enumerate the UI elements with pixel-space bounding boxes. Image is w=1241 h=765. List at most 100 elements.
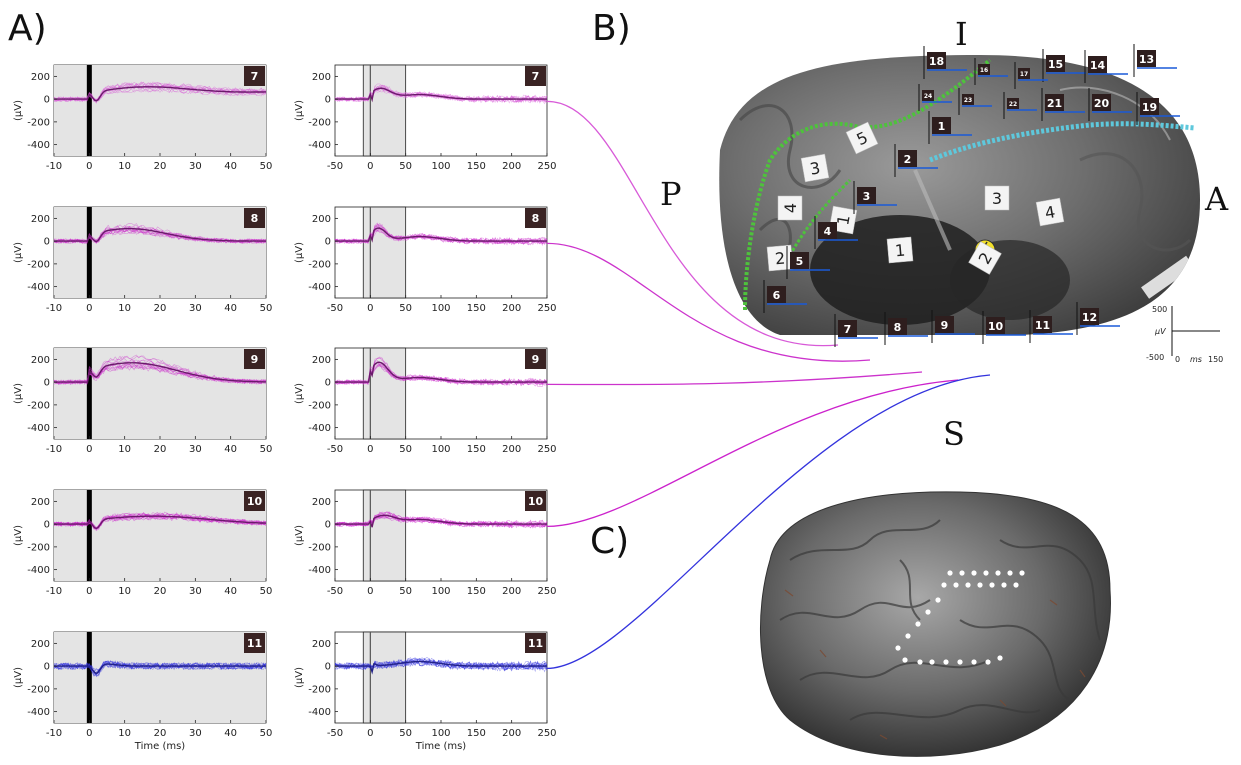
- x-tick-label: 250: [537, 728, 556, 739]
- single-trial-trace: [53, 229, 267, 244]
- y-tick-label: -200: [27, 542, 50, 553]
- single-trial-trace: [334, 85, 548, 104]
- scale-bar-x-start: 0: [1175, 355, 1180, 364]
- x-tick-label: -10: [46, 303, 62, 314]
- orientation-superior: S: [943, 415, 965, 453]
- x-tick-label: 150: [467, 303, 486, 314]
- single-trial-trace: [53, 84, 267, 104]
- electrode-badge-label: 9: [251, 353, 259, 366]
- single-trial-trace: [53, 662, 267, 670]
- analysis-window: [362, 206, 407, 299]
- connector-e9: [546, 371, 923, 386]
- single-trial-trace: [53, 360, 267, 385]
- single-trial-trace: [53, 660, 267, 672]
- x-tick-label: 150: [467, 728, 486, 739]
- electrode-badge: [838, 320, 857, 337]
- electrode-dot: [953, 582, 959, 588]
- y-tick-label: -400: [27, 282, 50, 293]
- x-tick-label: 100: [431, 303, 450, 314]
- x-tick-label: -50: [327, 161, 343, 172]
- electrode-badge: [818, 222, 837, 239]
- scale-bar-unit-y: µV: [1154, 327, 1166, 336]
- x-tick-label: 0: [86, 161, 92, 172]
- electrode-dot: [947, 570, 953, 576]
- y-tick-label: 0: [325, 378, 331, 389]
- y-axis-label: (µV): [13, 383, 24, 404]
- x-tick-label: 100: [431, 586, 450, 597]
- x-tick-label: 250: [537, 444, 556, 455]
- single-trial-trace: [334, 659, 548, 673]
- x-tick-label: 10: [118, 444, 131, 455]
- y-tick-label: -200: [308, 542, 331, 553]
- electrode-badge-label: 12: [1082, 311, 1097, 324]
- electrode-dot: [1019, 570, 1025, 576]
- electrode-badge-label: 6: [773, 289, 781, 302]
- x-tick-label: 200: [502, 444, 521, 455]
- electrode-dot: [929, 659, 935, 665]
- analysis-window: [54, 490, 266, 581]
- electrode-badge-label: 22: [1009, 101, 1017, 108]
- x-tick-label: 0: [367, 728, 373, 739]
- brain-3d-render: [760, 491, 1111, 757]
- electrode-badge: [1046, 55, 1065, 72]
- y-tick-label: -400: [308, 140, 331, 151]
- electrode-badge: [525, 66, 546, 86]
- single-trial-trace: [53, 660, 267, 677]
- electrode-dot: [895, 645, 901, 651]
- y-axis-label: (µV): [13, 667, 24, 688]
- single-trial-trace: [53, 660, 267, 677]
- electrode-dot: [989, 582, 995, 588]
- x-tick-label: 50: [260, 303, 273, 314]
- panel-label-c: C): [590, 521, 629, 562]
- y-axis-label: (µV): [13, 100, 24, 121]
- electrode-badge: [898, 150, 917, 167]
- scale-bar-unit-x: ms: [1190, 355, 1202, 364]
- x-axis-label: Time (ms): [134, 741, 186, 752]
- electrode-dot: [905, 633, 911, 639]
- x-axis-label: Time (ms): [415, 741, 467, 752]
- x-tick-label: 40: [224, 161, 237, 172]
- erp-plot-e11-short: 11 200 0 -200 -400 (µV) -10 0 10 20 30 40 50 Time (ms…: [13, 631, 272, 752]
- electrode-dot: [977, 582, 983, 588]
- mean-trace: [54, 227, 266, 243]
- y-tick-label: -200: [308, 117, 331, 128]
- y-tick-label: 200: [312, 72, 331, 83]
- x-tick-label: 30: [189, 161, 202, 172]
- electrode-badge: [986, 317, 1005, 334]
- x-tick-label: 50: [260, 161, 273, 172]
- x-tick-label: 200: [502, 161, 521, 172]
- photo-label-text: 4: [781, 203, 800, 213]
- electrode-badge: [922, 90, 934, 101]
- x-tick-label: 30: [189, 728, 202, 739]
- electrode-badge: [525, 349, 546, 369]
- y-tick-label: -200: [27, 259, 50, 270]
- single-trial-trace: [53, 226, 267, 244]
- electrode-dot: [995, 570, 1001, 576]
- x-tick-label: -50: [327, 586, 343, 597]
- y-tick-label: 0: [325, 95, 331, 106]
- electrode-dot: [957, 659, 963, 665]
- x-tick-label: 30: [189, 586, 202, 597]
- electrode-badge-label: 16: [980, 67, 988, 74]
- x-tick-label: 50: [260, 586, 273, 597]
- electrode-badge: [1045, 94, 1064, 111]
- electrode-dot: [971, 570, 977, 576]
- photo-label-text: 3: [808, 158, 821, 178]
- y-tick-label: 200: [312, 639, 331, 650]
- electrode-badge-label: 10: [528, 495, 544, 508]
- erp-plot-e11-long: 11 200 0 -200 -400 (µV) -50 0 50 100 150 200 250 Time…: [294, 631, 557, 752]
- y-axis-label: (µV): [294, 242, 305, 263]
- electrode-badge-label: 1: [938, 120, 946, 133]
- electrode-dot: [941, 582, 947, 588]
- electrode-badge: [932, 117, 951, 134]
- electrode-badge-label: 14: [1090, 59, 1106, 72]
- y-tick-label: 200: [31, 72, 50, 83]
- x-tick-label: 20: [154, 444, 167, 455]
- analysis-window: [54, 65, 266, 156]
- electrode-badge-label: 11: [528, 637, 543, 650]
- electrode-dot: [935, 597, 941, 603]
- electrode-badge: [525, 491, 546, 511]
- electrode-badge: [857, 187, 876, 204]
- electrode-dot: [983, 570, 989, 576]
